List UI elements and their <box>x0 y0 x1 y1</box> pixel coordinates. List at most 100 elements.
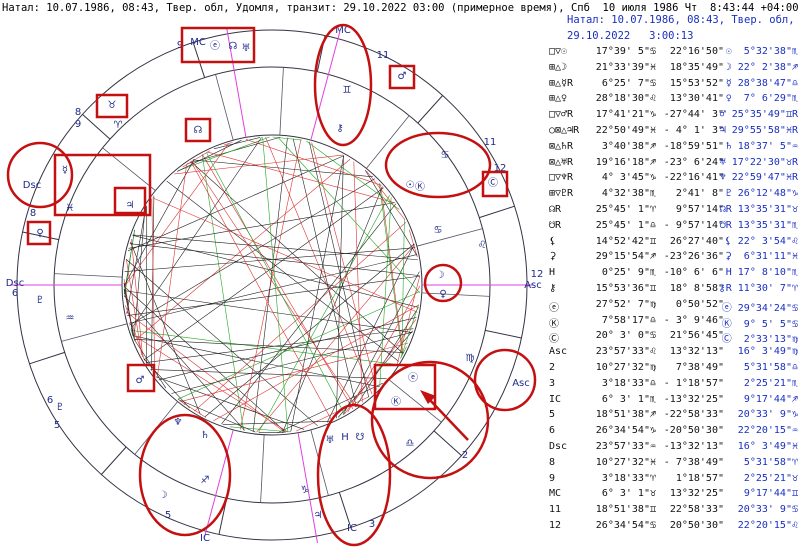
sign-divider <box>82 114 111 140</box>
sign-divider <box>479 205 515 219</box>
transit-position: 16° 3'49"♓ <box>737 441 798 452</box>
house-cusp <box>366 115 410 169</box>
declination: -13°32'13" <box>663 441 724 452</box>
chart-glyph: ♌ <box>478 240 487 251</box>
declination: -27°44' 3" <box>663 109 724 121</box>
declination: 22°58'33" <box>669 504 724 516</box>
row-symbol: H <box>549 267 556 279</box>
declination: 7°38'49" <box>675 362 724 373</box>
aspect-line <box>171 331 413 394</box>
aspect-line <box>179 400 207 418</box>
aspect-line <box>134 338 404 353</box>
panel-title: Натал: 10.07.1986, 08:43, Твер. обл, Удо… <box>567 14 795 26</box>
chart-glyph: ⚷ <box>336 123 343 134</box>
sign-divider <box>192 42 206 78</box>
chart-glyph: ♆ <box>174 417 183 428</box>
aspect-line <box>131 238 143 357</box>
axis-line <box>310 31 341 141</box>
aspect-line <box>129 243 420 276</box>
declination: -22°16'41" <box>663 172 724 184</box>
highlight-ellipse <box>6 141 74 209</box>
chart-glyph: 12 <box>531 269 544 280</box>
row-symbol: MC <box>549 488 562 500</box>
arrow-head <box>420 390 436 404</box>
chart-glyph: ☊ <box>229 41 238 52</box>
chart-glyph: ☊ <box>194 125 203 136</box>
aspect-line <box>143 358 190 409</box>
aspect-line <box>292 138 357 407</box>
natal-position: 19°16'18"♐ <box>595 156 656 168</box>
aspect-line <box>177 291 420 400</box>
aspect-line <box>262 137 289 433</box>
aspect-line <box>344 319 417 415</box>
natal-position: 26°34'54"♋ <box>595 520 656 531</box>
house-cusp <box>54 273 123 278</box>
chart-glyph: 11 <box>484 137 497 148</box>
transit-position: 9°17'44"♐ <box>743 393 798 405</box>
highlight-box <box>95 93 129 119</box>
chart-glyph: ♑ <box>301 485 310 496</box>
chart-glyph: 8 <box>75 107 81 118</box>
transit-position: ♃ 29°55'58"♓R <box>719 125 798 136</box>
aspect-line <box>252 137 288 432</box>
declination: 1°18'57" <box>675 472 724 484</box>
chart-glyph: Dsc <box>23 180 41 191</box>
row-symbol: Dsc <box>549 441 568 452</box>
highlight-box <box>180 26 256 64</box>
sign-divider <box>29 351 65 365</box>
row-symbol: ☋R <box>549 219 562 231</box>
axis-line <box>203 429 234 539</box>
aspect-line <box>125 305 146 361</box>
chart-glyph: ♉ <box>108 100 117 111</box>
row-symbol: ☊R <box>549 204 562 215</box>
natal-position: 14°52'42"♊ <box>595 235 656 247</box>
aspect-line <box>213 137 261 150</box>
row-symbol: ⊞△☿R <box>549 77 574 89</box>
aspect-line <box>127 155 344 252</box>
declination: -20°50'30" <box>663 425 724 437</box>
chart-glyph: ♇ <box>56 402 65 413</box>
transit-position: ♇ 26°12'48"♑ <box>725 188 798 200</box>
highlight-ellipse <box>316 403 392 547</box>
declination: - 4° 1' 3" <box>663 125 724 136</box>
chart-glyph: 8 <box>30 208 36 219</box>
chart-glyph: ♂ <box>398 71 407 82</box>
aspect-line <box>151 198 156 376</box>
aspect-line <box>379 197 392 387</box>
row-symbol: IC <box>549 393 562 405</box>
transit-position: ☋R 13°35'31"♏ <box>719 219 798 231</box>
aspect-line <box>151 195 155 371</box>
aspect-line <box>201 154 244 431</box>
highlight-ellipse <box>423 263 463 303</box>
row-symbol: ○⊠△♃R <box>549 125 580 136</box>
aspect-line <box>129 178 376 326</box>
row-symbol: ⚷ <box>549 283 557 294</box>
chart-glyph: ♅ <box>242 43 251 54</box>
chart-glyph: ⓔ <box>210 40 220 52</box>
declination: 26°27'40" <box>669 235 724 247</box>
house-cusp <box>416 228 483 247</box>
aspect-line <box>123 158 195 287</box>
chart-glyph: ♇ <box>36 295 45 306</box>
natal-position: 3°40'38"♐ <box>601 140 656 152</box>
chart-glyph: MC <box>335 25 351 36</box>
natal-position: 6°25' 7"♋ <box>601 77 656 89</box>
declination: 13°32'13" <box>669 346 724 358</box>
aspect-line <box>182 150 210 168</box>
highlight-box <box>113 186 147 215</box>
transit-position: ⚸ 22° 3'54"♌ <box>724 235 798 247</box>
row-symbol: □▽♂R <box>549 109 574 121</box>
aspect-line <box>256 244 415 433</box>
aspect-line <box>380 184 404 355</box>
highlight-arrow <box>427 397 469 441</box>
aspect-line <box>126 258 142 356</box>
chart-glyph: Ⓚ <box>415 181 425 193</box>
highlight-box <box>388 64 416 90</box>
chart-glyph: ☽ <box>436 270 445 281</box>
chart-glyph: IC <box>200 533 210 544</box>
transit-position: 2°25'21"♏ <box>743 377 798 389</box>
chart-glyph: Ⓒ <box>488 177 498 189</box>
aspect-line <box>400 304 419 358</box>
aspect-line <box>144 187 384 361</box>
